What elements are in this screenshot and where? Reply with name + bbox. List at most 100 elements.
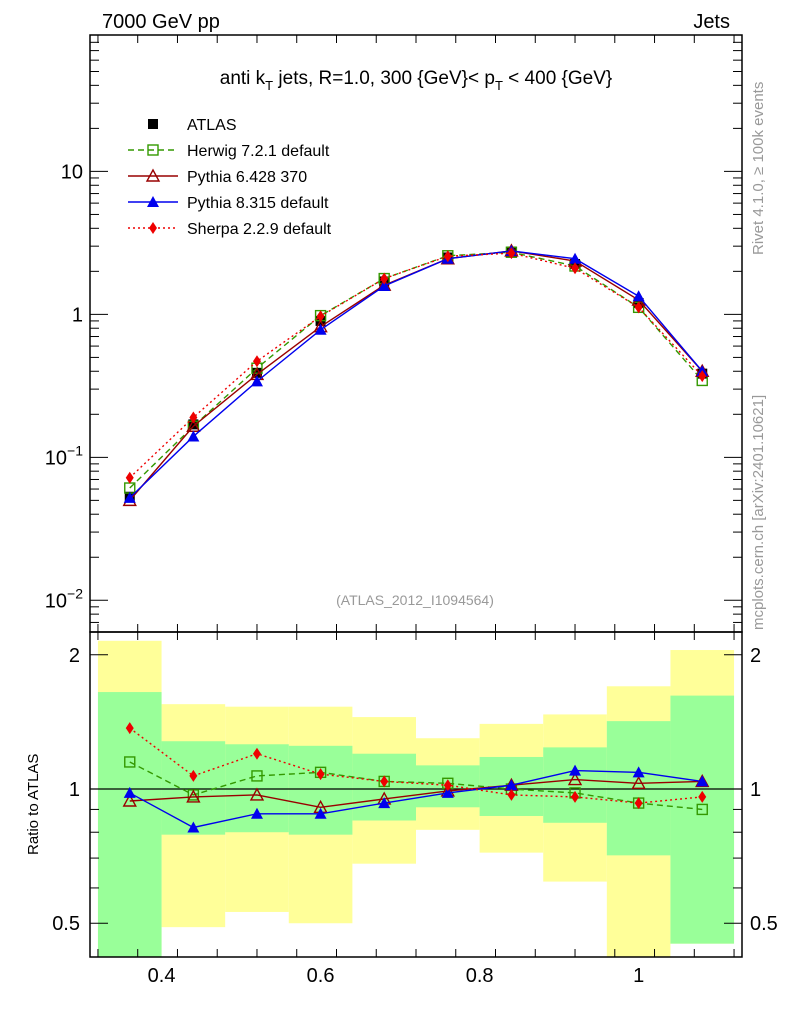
ratio-point-pythia-8-315-default [569,764,582,776]
ratio-point-herwig-7-2-1-default [124,756,136,768]
ratio-y-tick-label-right: 2 [750,645,761,667]
uncertainty-band-green [670,695,735,944]
ratio-plot-panel: 0.5 0.5 1 1 2 2 0.4 0.6 0.8 1 Ratio to ATLAS [25,631,778,987]
ratio-point-herwig-7-2-1-default [251,770,263,782]
legend-marker [148,119,158,129]
ratio-ylabel: Ratio to ATLAS [25,754,42,855]
ratio-point-pythia-6-428-370 [186,789,201,803]
legend-marker [149,222,157,234]
data-point-sherpa-2-2-9-default [571,262,580,275]
data-point-atlas [188,419,199,430]
ratio-point-sherpa-2-2-9-default [443,779,452,792]
legend-label: Pythia 8.315 default [187,195,329,212]
ratio-point-sherpa-2-2-9-default [189,769,198,782]
x-tick-label: 0.4 [148,965,176,987]
ratio-series-sherpa-2-2-9-default [125,722,707,810]
ratio-point-pythia-8-315-default [378,797,391,809]
ratio-line-pythia-6-428-370 [129,778,703,808]
uncertainty-band-green [288,745,353,835]
ratio-point-sherpa-2-2-9-default [698,790,707,803]
legend-label: Pythia 6.428 370 [187,169,307,186]
data-point-pythia-8-315-default [250,375,263,387]
data-point-sherpa-2-2-9-default [443,250,452,263]
data-point-sherpa-2-2-9-default [316,310,325,323]
ratio-point-pythia-8-315-default [187,821,200,833]
data-point-pythia-8-315-default [314,323,327,335]
y-tick-label: 10−2 [45,585,83,612]
uncertainty-band-green [97,692,162,957]
ratio-y-tick-label-right: 0.5 [750,913,778,935]
series-herwig-7-2-1-default [124,246,708,494]
ratio-point-pythia-6-428-370 [122,793,137,807]
legend: ATLAS Herwig 7.2.1 default Pythia 6.428 37… [128,117,332,238]
legend-item-pythia-8-315-default: Pythia 8.315 default [128,195,329,212]
series-pythia-8-315-default [123,244,709,503]
ratio-point-pythia-6-428-370 [631,775,646,789]
series-line-pythia-8-315-default [129,250,703,499]
legend-label: ATLAS [187,117,237,134]
ratio-point-sherpa-2-2-9-default [316,768,325,781]
series-line-herwig-7-2-1-default [129,251,703,489]
ratio-point-sherpa-2-2-9-default [252,747,261,760]
energy-label: 7000 GeV pp [102,11,220,33]
series-line-sherpa-2-2-9-default [129,252,703,479]
ratio-point-sherpa-2-2-9-default [507,788,516,801]
data-point-pythia-8-315-default [632,290,645,302]
ratio-point-herwig-7-2-1-default [696,803,708,816]
ratio-point-sherpa-2-2-9-default [634,797,643,810]
main-plot-panel: 10−2 10−1 1 10 anti kT jets, R=1.0, 300 {Ge… [45,34,743,633]
data-point-pythia-8-315-default [123,491,136,503]
legend-item-sherpa-2-2-9-default: Sherpa 2.2.9 default [128,221,332,238]
series-pythia-6-428-370 [122,243,710,507]
data-point-sherpa-2-2-9-default [634,301,643,314]
ratio-y-tick-label-left: 1 [69,779,80,801]
legend-marker [145,168,161,182]
data-point-sherpa-2-2-9-default [252,355,261,368]
legend-label: Sherpa 2.2.9 default [187,221,332,238]
ratio-y-tick-label-left: 0.5 [52,913,80,935]
ratio-point-pythia-8-315-default [250,807,263,819]
y-tick-label: 1 [72,304,83,326]
legend-item-atlas: ATLAS [148,117,237,134]
data-point-sherpa-2-2-9-default [125,471,134,484]
ratio-line-pythia-8-315-default [129,769,703,829]
ratio-point-sherpa-2-2-9-default [571,790,580,803]
ratio-point-pythia-6-428-370 [567,772,583,786]
rivet-label: Rivet 4.1.0, ≥ 100k events [750,82,767,255]
ratio-point-pythia-8-315-default [441,786,454,798]
legend-marker [147,144,159,156]
legend-item-herwig-7-2-1-default: Herwig 7.2.1 default [128,143,330,160]
x-tick-label: 0.8 [466,965,494,987]
data-point-sherpa-2-2-9-default [698,370,707,383]
data-point-sherpa-2-2-9-default [189,411,198,424]
ratio-point-pythia-6-428-370 [249,787,265,801]
ratio-point-sherpa-2-2-9-default [125,722,134,735]
legend-label: Herwig 7.2.1 default [187,143,330,160]
data-point-sherpa-2-2-9-default [507,247,516,260]
ratio-y-tick-label-left: 2 [69,645,80,667]
category-label: Jets [693,11,730,33]
data-point-pythia-8-315-default [187,430,200,442]
data-point-sherpa-2-2-9-default [380,272,389,285]
y-tick-label: 10−1 [45,442,83,469]
ratio-point-pythia-8-315-default [696,775,709,787]
analysis-label: (ATLAS_2012_I1094564) [336,592,494,608]
chart-title: anti kT jets, R=1.0, 300 {GeV}< pT < 400… [220,68,613,93]
data-point-pythia-8-315-default [569,252,582,264]
x-tick-label: 1 [633,965,644,987]
mcplots-label: mcplots.cern.ch [arXiv:2401.10621] [750,395,767,630]
y-tick-label: 10 [61,161,83,183]
ratio-point-pythia-8-315-default [505,779,518,791]
ratio-point-sherpa-2-2-9-default [380,775,389,788]
x-tick-label: 0.6 [307,965,335,987]
ratio-line-herwig-7-2-1-default [129,761,703,811]
series-line-pythia-6-428-370 [129,250,703,501]
ratio-point-pythia-8-315-default [123,786,136,798]
legend-item-pythia-6-428-370: Pythia 6.428 370 [128,168,307,186]
ratio-series-pythia-8-315-default [123,764,709,833]
ratio-y-tick-label-right: 1 [750,779,761,801]
ratio-line-sherpa-2-2-9-default [129,727,703,804]
ratio-point-pythia-8-315-default [632,766,645,778]
series-sherpa-2-2-9-default [125,247,707,484]
